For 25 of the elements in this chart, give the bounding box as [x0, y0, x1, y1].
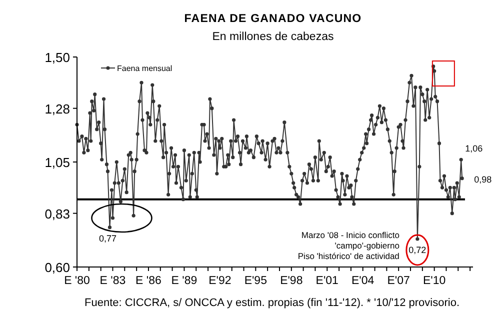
chart-subtitle: En millones de cabezas [212, 31, 334, 43]
y-tick-label: 1,50 [44, 50, 70, 65]
annotation: 0,77 [98, 233, 117, 244]
x-tick-label: E'95 [244, 275, 267, 287]
x-tick-label: E '80 [64, 275, 90, 287]
x-tick-label: E'92 [208, 275, 232, 287]
annotation: 1,06 [465, 144, 483, 154]
y-tick-label: 0,83 [44, 206, 70, 222]
x-tick-label: E'04 [352, 275, 375, 287]
chart-title: FAENA DE GANADO VACUNO [184, 13, 362, 25]
annotation: 0,98 [474, 174, 492, 184]
x-tick-label: E'10 [422, 275, 446, 287]
y-tick-label: 1,05 [44, 155, 70, 170]
annotation: 0,72 [408, 245, 426, 255]
legend-label: Faena mensual [117, 64, 172, 73]
y-tick-label: 1,28 [44, 101, 70, 116]
y-tick-label: 0,60 [44, 260, 70, 275]
x-tick-label: E'98 [280, 275, 303, 287]
x-tick-label: E '86 [136, 275, 162, 287]
source-note: Fuente: CICCRA, s/ ONCCA y estim. propias (fin '11-'12). * '10/'12 provisorio. [84, 297, 460, 309]
x-tick-label: E'07 [387, 275, 410, 287]
x-tick-label: E '89 [171, 275, 198, 287]
x-tick-label: E'01 [316, 275, 338, 287]
annotation: Marzo '08 - Inicio conflicto 'campo'-gobierno Piso 'histórico' de actividad [298, 230, 400, 261]
x-tick-label: E '83 [100, 275, 126, 287]
